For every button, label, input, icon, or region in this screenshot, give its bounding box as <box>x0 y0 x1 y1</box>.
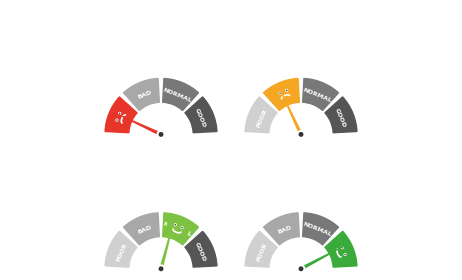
Wedge shape <box>263 213 299 245</box>
Circle shape <box>344 254 346 255</box>
Wedge shape <box>123 78 159 111</box>
Text: BAD: BAD <box>277 225 293 235</box>
Circle shape <box>341 247 343 249</box>
Text: POOR: POOR <box>256 242 268 262</box>
Text: POOR: POOR <box>116 108 128 128</box>
Circle shape <box>166 217 189 239</box>
Circle shape <box>116 113 117 114</box>
Text: GOOD: GOOD <box>194 107 206 129</box>
Circle shape <box>157 264 165 273</box>
Text: NORMAL: NORMAL <box>162 221 192 238</box>
Circle shape <box>181 227 183 228</box>
Text: GOOD: GOOD <box>334 242 346 263</box>
Text: NORMAL: NORMAL <box>162 87 192 103</box>
Circle shape <box>109 106 132 129</box>
Circle shape <box>298 132 304 137</box>
Circle shape <box>340 246 344 249</box>
Circle shape <box>297 264 305 273</box>
Wedge shape <box>325 97 357 133</box>
Circle shape <box>285 89 288 92</box>
Wedge shape <box>105 231 137 267</box>
Circle shape <box>286 90 287 91</box>
Circle shape <box>297 130 305 139</box>
Circle shape <box>173 220 175 222</box>
Circle shape <box>175 224 176 226</box>
Wedge shape <box>263 78 299 111</box>
Wedge shape <box>123 213 159 245</box>
Wedge shape <box>105 97 137 133</box>
Circle shape <box>116 119 118 121</box>
Polygon shape <box>280 90 303 135</box>
Circle shape <box>157 130 165 139</box>
Wedge shape <box>245 97 277 133</box>
Circle shape <box>280 89 281 90</box>
Circle shape <box>116 118 119 122</box>
Circle shape <box>344 245 345 246</box>
Text: GOOD: GOOD <box>334 107 346 129</box>
Circle shape <box>181 226 183 229</box>
Text: BAD: BAD <box>137 90 153 101</box>
Circle shape <box>118 112 122 115</box>
Wedge shape <box>303 78 339 111</box>
Circle shape <box>343 253 346 256</box>
Wedge shape <box>163 213 199 245</box>
Circle shape <box>273 82 296 105</box>
Circle shape <box>279 92 281 94</box>
Polygon shape <box>159 221 174 269</box>
Wedge shape <box>245 231 277 267</box>
Text: POOR: POOR <box>116 242 128 262</box>
Wedge shape <box>185 231 217 267</box>
Circle shape <box>158 132 164 137</box>
Wedge shape <box>303 213 339 245</box>
Circle shape <box>174 223 177 226</box>
Wedge shape <box>325 231 357 267</box>
Text: POOR: POOR <box>256 108 268 128</box>
Polygon shape <box>300 245 345 270</box>
Text: NORMAL: NORMAL <box>302 87 332 103</box>
Text: BAD: BAD <box>277 90 293 101</box>
Text: GOOD: GOOD <box>194 242 206 263</box>
Wedge shape <box>185 97 217 133</box>
Circle shape <box>158 266 164 271</box>
Circle shape <box>298 266 304 271</box>
Wedge shape <box>163 78 199 111</box>
Text: NORMAL: NORMAL <box>302 221 332 238</box>
Text: BAD: BAD <box>137 225 153 235</box>
Circle shape <box>119 113 121 114</box>
Polygon shape <box>116 113 162 136</box>
Circle shape <box>279 92 281 95</box>
Circle shape <box>330 241 353 263</box>
